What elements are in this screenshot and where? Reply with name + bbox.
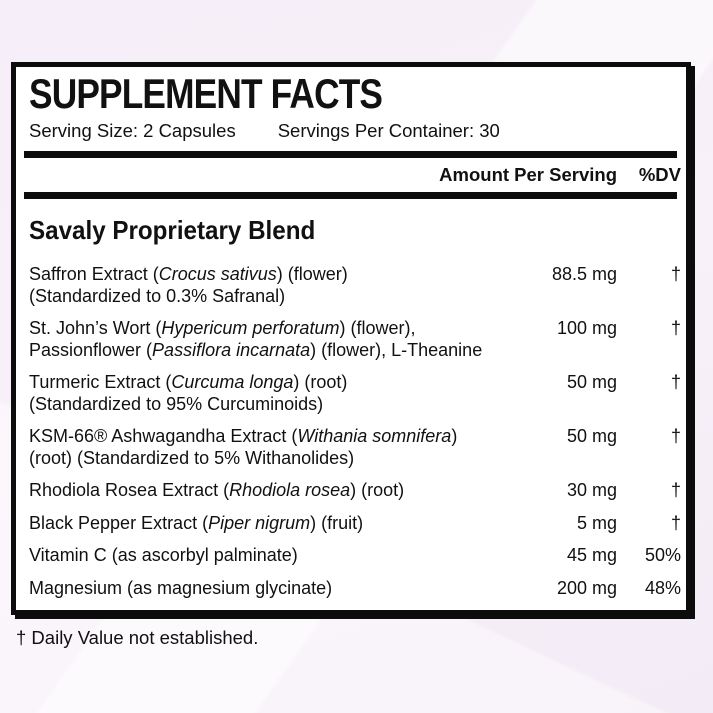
dv-column-header: %DV: [638, 164, 681, 185]
ingredient-name: Turmeric Extract (Curcuma longa) (root)(…: [29, 372, 517, 415]
dv-value: †: [670, 264, 681, 284]
panel-title: SUPPLEMENT FACTS: [29, 70, 681, 117]
daily-value-footnote: † Daily Value not established.: [16, 627, 259, 648]
table-row: Turmeric Extract (Curcuma longa) (root)(…: [29, 372, 681, 415]
ingredient-name: Rhodiola Rosea Extract (Rhodiola rosea) …: [29, 480, 517, 502]
divider-bar-top: [24, 151, 677, 158]
ingredient-name: Magnesium (as magnesium glycinate): [29, 578, 517, 600]
ingredient-name-line: Rhodiola Rosea Extract (Rhodiola rosea) …: [29, 480, 405, 500]
ingredient-name: Vitamin C (as ascorbyl palminate): [29, 545, 517, 567]
ingredient-name-line: Magnesium (as magnesium glycinate): [29, 577, 333, 598]
table-row: Saffron Extract (Crocus sativus) (flower…: [29, 264, 681, 307]
amount-value: 50 mg: [566, 372, 617, 392]
amount-value: 5 mg: [576, 512, 617, 533]
serving-size-text: Serving Size: 2 Capsules: [29, 120, 236, 141]
ingredient-name-line: Black Pepper Extract (Piper nigrum) (fru…: [29, 512, 364, 533]
dv-value: 50%: [644, 545, 681, 565]
table-row: Rhodiola Rosea Extract (Rhodiola rosea) …: [29, 480, 681, 502]
ingredient-name-line: (Standardized to 95% Curcuminoids): [29, 393, 324, 414]
dv-value: †: [670, 512, 681, 533]
dv-value: †: [670, 480, 681, 500]
dv-value: †: [670, 426, 681, 446]
ingredient-name: St. John’s Wort (Hypericum perforatum) (…: [29, 318, 517, 361]
supplement-facts-panel: SUPPLEMENT FACTS Serving Size: 2 Capsule…: [11, 62, 691, 615]
panel-title-text: SUPPLEMENT FACTS: [29, 70, 383, 117]
ingredient-name-line: (Standardized to 0.3% Safranal): [29, 285, 286, 306]
amount-value: 30 mg: [566, 480, 617, 500]
dv-value: 48%: [644, 577, 681, 598]
table-row: Magnesium (as magnesium glycinate) 200 mg…: [29, 578, 681, 600]
ingredient-rows: Saffron Extract (Crocus sativus) (flower…: [29, 264, 681, 599]
ingredient-name-line: Saffron Extract (Crocus sativus) (flower…: [29, 264, 348, 284]
serving-info: Serving Size: 2 Capsules Servings Per Co…: [29, 120, 681, 142]
servings-per-container-text: Servings Per Container: 30: [277, 120, 500, 141]
blend-heading-text: Savaly Proprietary Blend: [29, 215, 316, 245]
amount-value: 200 mg: [556, 577, 617, 598]
amount-column-header: Amount Per Serving: [439, 164, 617, 185]
ingredient-name-line: Vitamin C (as ascorbyl palminate): [29, 545, 298, 565]
divider-bar-bottom: [24, 192, 677, 199]
ingredient-name: Saffron Extract (Crocus sativus) (flower…: [29, 264, 517, 307]
amount-value: 100 mg: [556, 318, 617, 338]
ingredient-name-line: St. John’s Wort (Hypericum perforatum) (…: [29, 318, 416, 338]
amount-value: 88.5 mg: [551, 264, 617, 284]
table-row: KSM-66® Ashwagandha Extract (Withania so…: [29, 426, 681, 469]
dv-value: †: [670, 372, 681, 392]
dv-value: †: [670, 318, 681, 338]
ingredient-name-line: KSM-66® Ashwagandha Extract (Withania so…: [29, 426, 458, 446]
ingredient-name-line: Passionflower (Passiflora incarnata) (fl…: [29, 339, 483, 360]
table-row: Vitamin C (as ascorbyl palminate) 45 mg 50…: [29, 545, 681, 567]
table-row: Black Pepper Extract (Piper nigrum) (fru…: [29, 513, 681, 535]
amount-value: 45 mg: [566, 545, 617, 565]
amount-value: 50 mg: [566, 426, 617, 446]
column-header-row: Amount Per Serving %DV: [29, 158, 681, 192]
ingredient-name-line: (root) (Standardized to 5% Withanolides): [29, 447, 355, 468]
ingredient-name-line: Turmeric Extract (Curcuma longa) (root): [29, 372, 348, 392]
ingredient-name: Black Pepper Extract (Piper nigrum) (fru…: [29, 513, 517, 535]
table-row: St. John’s Wort (Hypericum perforatum) (…: [29, 318, 681, 361]
ingredient-name: KSM-66® Ashwagandha Extract (Withania so…: [29, 426, 517, 469]
blend-heading: Savaly Proprietary Blend: [29, 215, 681, 245]
